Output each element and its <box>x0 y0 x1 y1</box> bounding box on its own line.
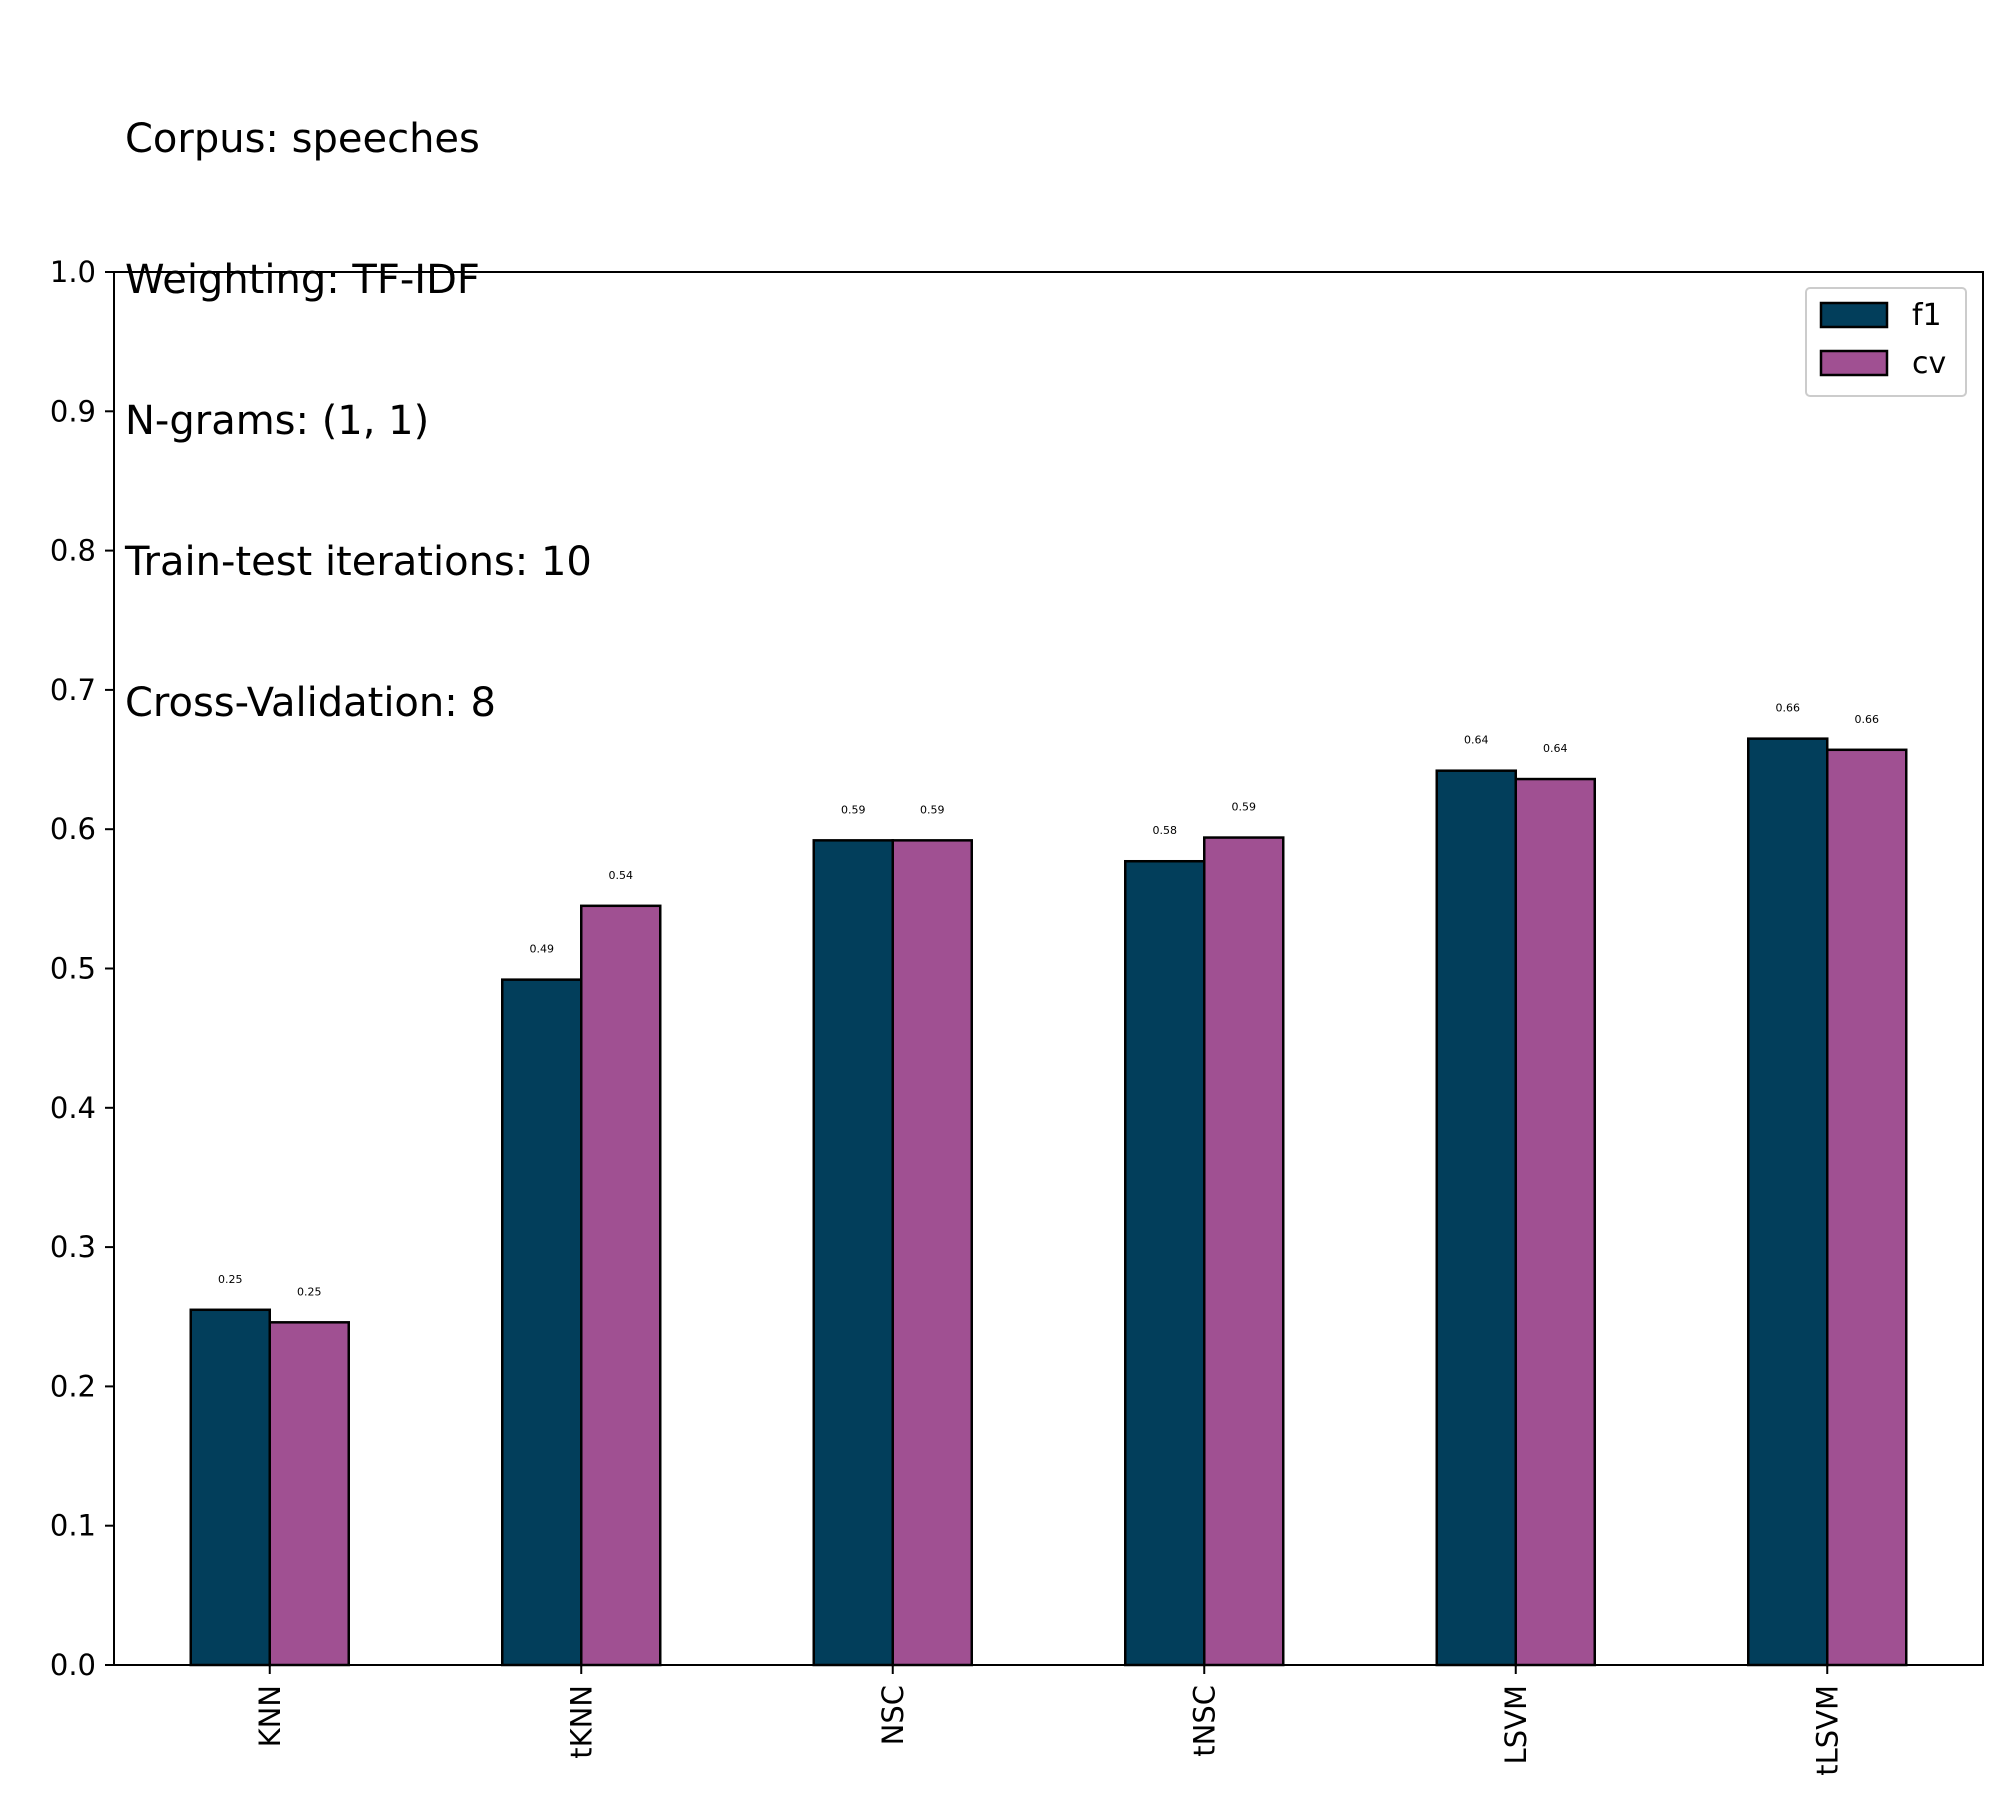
bar-cv-tknn <box>580 904 662 1667</box>
bar-f1-lsvm <box>1435 769 1517 1667</box>
bar-value-label-cv-lsvm: 0.64 <box>1543 742 1568 755</box>
bar-f1-tnsc <box>1124 859 1206 1667</box>
bar-value-label-f1-tknn: 0.49 <box>530 943 555 956</box>
x-tick-label-knn: KNN <box>253 1685 287 1747</box>
y-tick-label: 1.0 <box>50 255 96 289</box>
bar-value-label-f1-nsc: 0.59 <box>841 803 866 816</box>
bar-f1-knn <box>189 1308 271 1667</box>
x-tick-label-tlsvm: tLSVM <box>1810 1685 1844 1776</box>
chart-title-block: Corpus: speeches Weighting: TF-IDF N-gra… <box>125 22 592 774</box>
bar-value-label-f1-knn: 0.25 <box>218 1273 243 1286</box>
legend-swatch-f1 <box>1819 301 1889 329</box>
bar-value-label-cv-knn: 0.25 <box>297 1285 322 1298</box>
legend-swatch-cv <box>1819 349 1889 377</box>
title-weighting: Weighting: TF-IDF <box>125 257 480 303</box>
y-tick-label: 0.8 <box>50 534 96 568</box>
bar-cv-tnsc <box>1203 836 1285 1667</box>
y-tick-label: 0.4 <box>50 1091 96 1125</box>
bars-layer <box>189 737 1908 1667</box>
x-tick-label-lsvm: LSVM <box>1499 1685 1533 1764</box>
bar-labels-layer: 0.25 0.25 0.49 0.54 0.59 0.59 0.58 0.59 0.64 0.64… <box>218 702 1879 1299</box>
y-tick-label: 0.1 <box>50 1509 96 1543</box>
bar-cv-tlsvm <box>1826 748 1908 1667</box>
bar-f1-tlsvm <box>1747 737 1829 1667</box>
title-corpus: Corpus: speeches <box>125 116 480 162</box>
bar-cv-lsvm <box>1514 777 1596 1667</box>
y-tick-label: 0.2 <box>50 1369 96 1403</box>
bar-value-label-cv-nsc: 0.59 <box>920 803 945 816</box>
title-iterations: Train-test iterations: 10 <box>125 539 592 585</box>
y-tick-label: 0.5 <box>50 952 96 986</box>
title-cross-validation: Cross-Validation: 8 <box>125 680 496 726</box>
bar-value-label-f1-tlsvm: 0.66 <box>1776 702 1801 715</box>
legend-label-f1: f1 <box>1912 298 1942 333</box>
x-tick-label-tnsc: tNSC <box>1187 1685 1221 1757</box>
bar-f1-tknn <box>501 978 583 1667</box>
bar-value-label-f1-lsvm: 0.64 <box>1464 734 1489 747</box>
bar-value-label-f1-tnsc: 0.58 <box>1153 824 1178 837</box>
axes-layer: 0.0 0.1 0.2 0.3 0.4 0.5 0.6 0.7 0.8 0.9 1.0 KNN tKNN… <box>50 255 1984 1776</box>
bar-cv-knn <box>268 1321 350 1667</box>
title-ngrams: N-grams: (1, 1) <box>125 398 430 444</box>
y-tick-label: 0.7 <box>50 673 96 707</box>
bar-cv-nsc <box>891 839 973 1667</box>
x-tick-label-tknn: tKNN <box>564 1685 598 1759</box>
x-tick-label-nsc: NSC <box>876 1685 910 1745</box>
plot-frame <box>113 271 1984 1666</box>
bar-f1-nsc <box>812 839 894 1667</box>
y-tick-label: 0.3 <box>50 1230 96 1264</box>
y-tick-label: 0.9 <box>50 394 96 428</box>
legend: f1 cv <box>1805 287 1967 397</box>
y-tick-label: 0.6 <box>50 812 96 846</box>
bar-value-label-cv-tknn: 0.54 <box>609 869 634 882</box>
y-tick-label: 0.0 <box>50 1648 96 1682</box>
bar-value-label-cv-tlsvm: 0.66 <box>1855 713 1880 726</box>
bar-value-label-cv-tnsc: 0.59 <box>1232 801 1257 814</box>
legend-label-cv: cv <box>1912 346 1946 381</box>
